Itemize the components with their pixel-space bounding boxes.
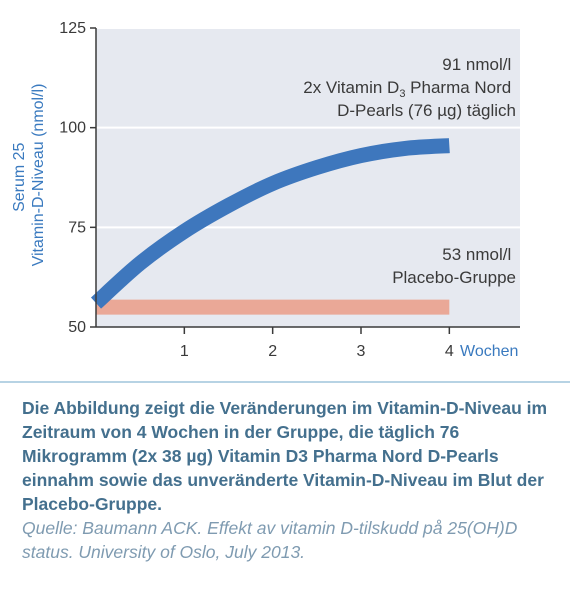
figure-caption: Die Abbildung zeigt die Veränderungen im… <box>22 398 548 514</box>
y-axis-label: Serum 25 Vitamin-D-Niveau (nmol/l) <box>11 84 47 267</box>
chart-container: 50 75 100 125 1 2 3 4 Wochen Serum 25 Vitamin-D… <box>11 20 520 360</box>
vitamin-d-annotation: 91 nmol/l 2x Vitamin D3 Pharma Nord D-Pe… <box>303 55 516 120</box>
placebo-annotation-line-2: Placebo-Gruppe <box>392 268 516 287</box>
caption-block: Die Abbildung zeigt die Veränderungen im… <box>22 396 558 564</box>
x-tick-label-2: 2 <box>268 343 277 360</box>
gridlines <box>96 27 520 229</box>
y-axis-label-line-1: Serum 25 <box>11 142 28 211</box>
y-tick-label-50: 50 <box>68 319 86 336</box>
vitamin-d-annotation-line-1: 91 nmol/l <box>442 55 511 74</box>
x-tick-label-4: 4 <box>445 343 454 360</box>
placebo-annotation-line-1: 53 nmol/l <box>442 245 511 264</box>
vitamin-d-annotation-line-3: D-Pearls (76 µg) täglich <box>337 101 516 120</box>
vitamin-d-annotation-subscript: 3 <box>399 88 405 100</box>
series-line-vitamin-d <box>90 138 450 309</box>
divider <box>0 381 570 383</box>
series-group <box>90 138 450 315</box>
source-citation: Quelle: Baumann ACK. Effekt av vitamin D… <box>22 518 518 562</box>
placebo-annotation: 53 nmol/l Placebo-Gruppe <box>392 245 516 287</box>
vitamin-d-annotation-text-a: 2x Vitamin D <box>303 78 399 97</box>
vitamin-d-chart: 50 75 100 125 1 2 3 4 Wochen Serum 25 Vitamin-D… <box>11 20 520 360</box>
x-tick-label-3: 3 <box>357 343 366 360</box>
vitamin-d-annotation-line-2: 2x Vitamin D3 Pharma Nord <box>303 78 511 100</box>
axes: 50 75 100 125 1 2 3 4 <box>59 20 520 360</box>
y-tick-label-100: 100 <box>59 120 86 137</box>
vitamin-d-annotation-text-b: Pharma Nord <box>405 78 511 97</box>
x-tick-label-1: 1 <box>180 343 189 360</box>
y-tick-label-75: 75 <box>68 219 86 236</box>
y-tick-label-125: 125 <box>59 20 86 37</box>
x-axis-label: Wochen <box>460 343 518 360</box>
y-axis-label-line-2: Vitamin-D-Niveau (nmol/l) <box>30 84 47 267</box>
